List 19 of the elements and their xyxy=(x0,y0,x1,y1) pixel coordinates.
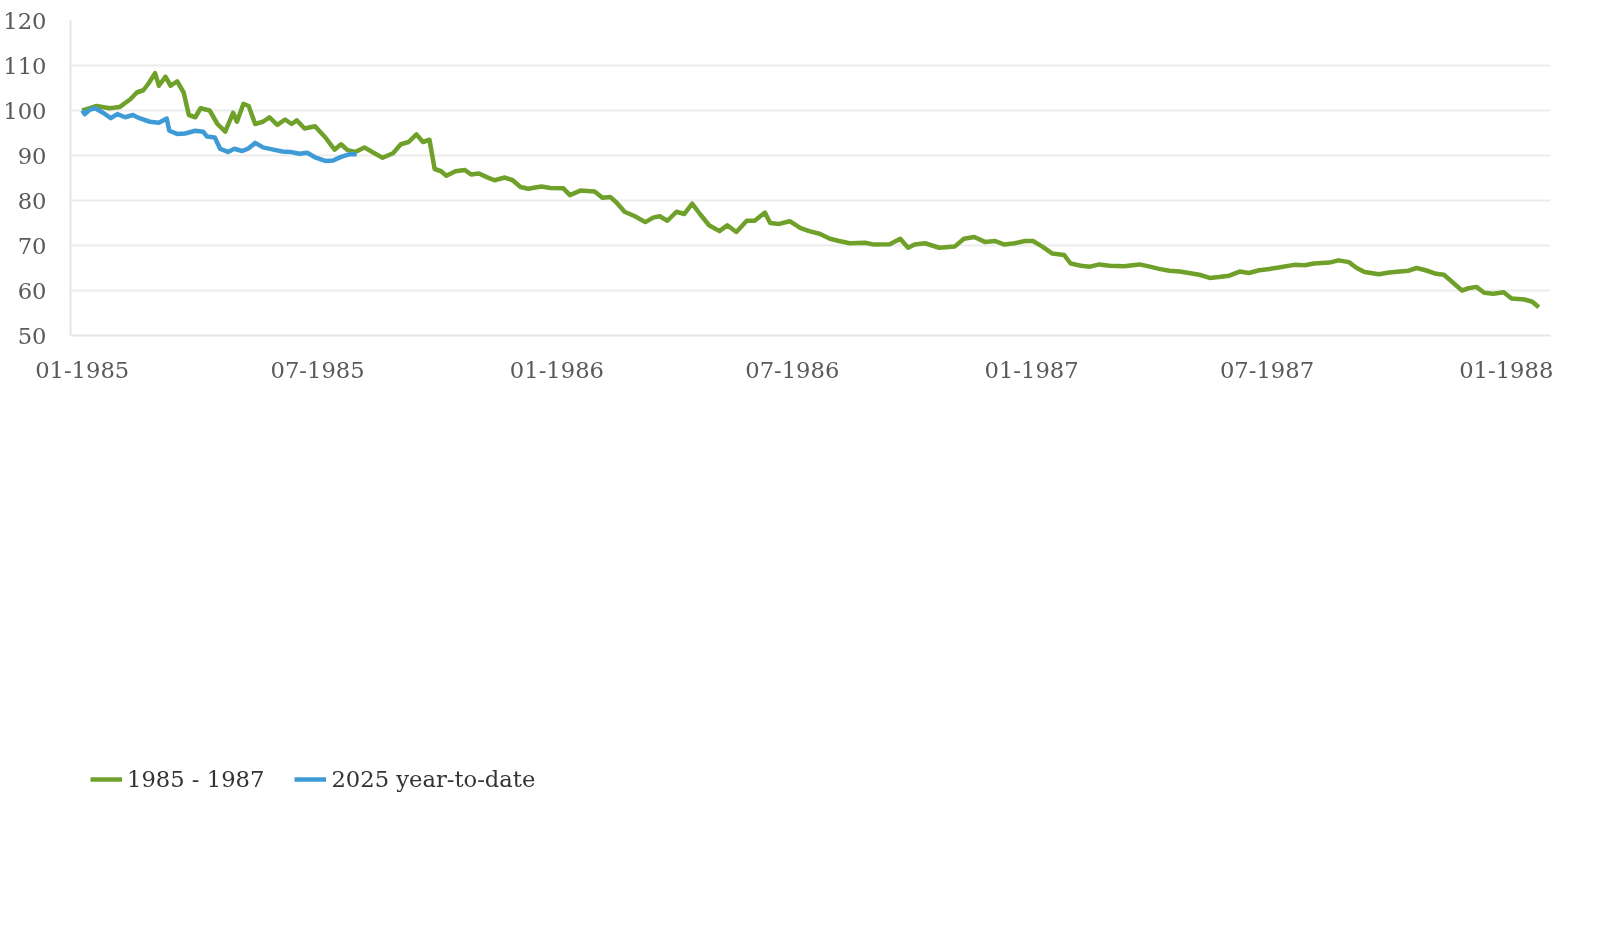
y-tick-label: 110 xyxy=(3,52,47,79)
x-tick-label: 01-1988 xyxy=(1459,356,1554,383)
x-tick-label: 07-1986 xyxy=(745,356,840,383)
y-tick-label: 50 xyxy=(17,322,47,349)
y-tick-label: 70 xyxy=(17,232,47,259)
y-tick-label: 120 xyxy=(3,7,47,34)
y-tick-label: 60 xyxy=(17,277,47,304)
x-tick-label: 01-1986 xyxy=(509,356,604,383)
y-tick-label: 100 xyxy=(3,97,47,124)
x-tick-label: 07-1985 xyxy=(270,356,365,383)
legend-label: 1985 - 1987 xyxy=(127,765,265,792)
y-tick-label: 80 xyxy=(17,187,47,214)
line-series xyxy=(79,70,1542,310)
y-tick-label: 90 xyxy=(17,142,47,169)
x-tick-label: 01-1985 xyxy=(35,356,130,383)
x-tick-label: 07-1987 xyxy=(1219,356,1315,383)
legend-label: 2025 year-to-date xyxy=(331,765,536,792)
line-series xyxy=(79,106,359,164)
x-tick-label: 01-1987 xyxy=(984,356,1079,383)
